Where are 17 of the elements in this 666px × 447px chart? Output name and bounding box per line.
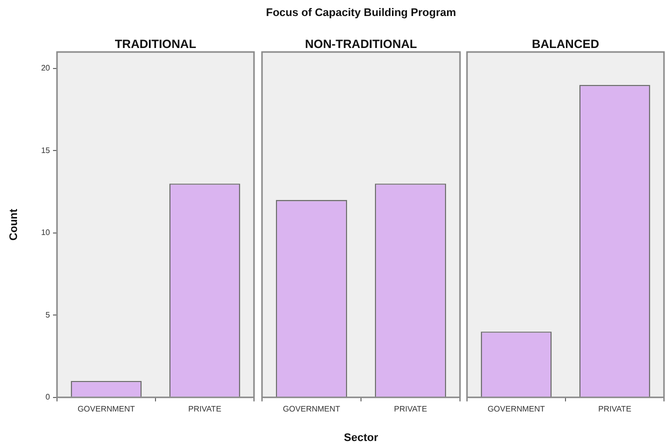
- x-tick-label: GOVERNMENT: [282, 404, 340, 414]
- chart-title: NON-TRADITIONAL: [305, 37, 417, 51]
- y-tick-label: 20: [41, 64, 51, 73]
- chart-title: BALANCED: [532, 37, 600, 51]
- y-tick-label: 10: [41, 228, 51, 238]
- y-axis-title: Count: [8, 208, 20, 241]
- y-tick-label: 5: [46, 310, 51, 320]
- x-axis-title: Sector: [344, 432, 379, 444]
- x-tick-label: PRIVATE: [188, 404, 222, 414]
- text: Focus of Capacity Building Program: [266, 7, 456, 19]
- x-tick-label: GOVERNMENT: [488, 404, 546, 414]
- y-tick-label: 15: [41, 146, 51, 155]
- chart-title: TRADITIONAL: [114, 37, 196, 51]
- x-tick-label: PRIVATE: [598, 404, 632, 414]
- y-tick-label: 0: [46, 392, 51, 402]
- x-tick-label: GOVERNMENT: [78, 404, 136, 414]
- x-tick-label: PRIVATE: [394, 404, 428, 414]
